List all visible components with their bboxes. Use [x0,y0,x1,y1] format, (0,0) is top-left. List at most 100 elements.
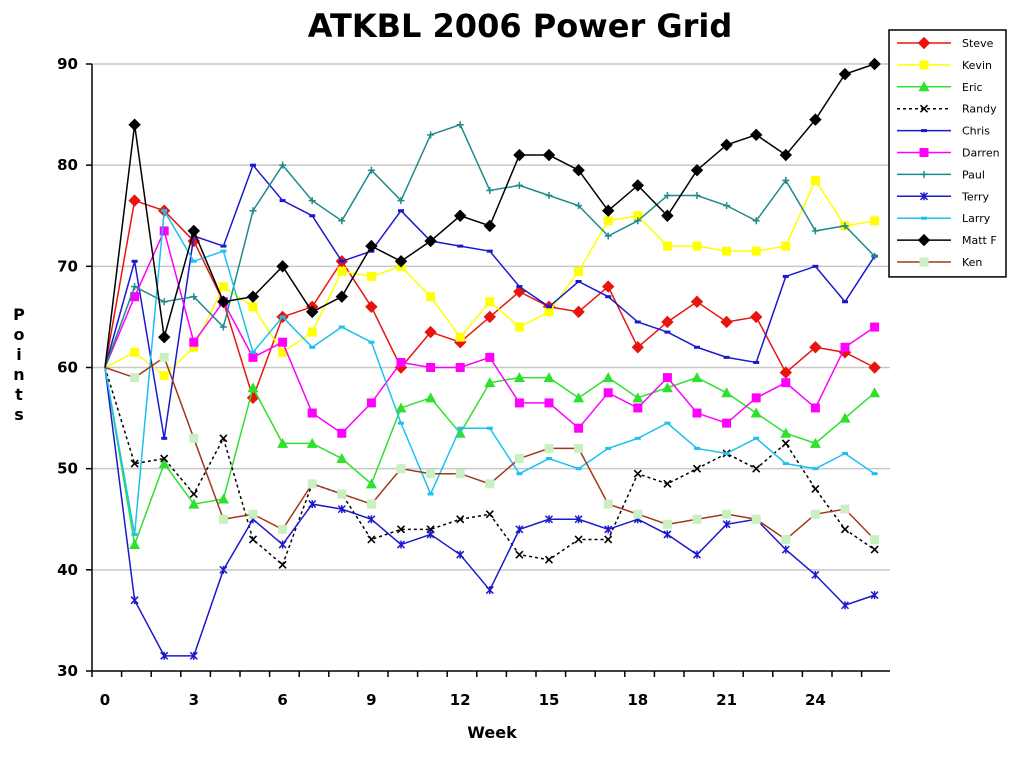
data-point [664,421,671,425]
data-point [366,398,376,408]
data-point [603,388,613,398]
data-point [634,320,641,324]
data-point [397,197,405,205]
data-point [486,249,493,253]
series-kevin [104,175,880,381]
data-point [456,121,464,129]
data-point [920,170,928,178]
data-point [871,252,879,260]
legend-item: Darren [897,147,1000,160]
data-point [426,363,436,372]
data-point [749,128,763,142]
data-point [338,217,346,225]
data-point [633,469,642,478]
x-tick-label: 9 [366,691,376,709]
data-point [306,437,318,448]
data-point [130,347,140,357]
data-point [158,458,170,469]
data-point [455,363,465,372]
data-point [721,387,733,398]
data-point [575,467,582,471]
data-point [398,209,404,213]
data-point [917,36,931,50]
data-point [128,194,141,207]
legend-item: Larry [897,212,991,225]
data-point [456,550,465,559]
data-point [278,524,288,534]
data-point [131,283,139,291]
data-point [605,446,612,450]
data-point [189,651,198,660]
data-point [395,402,407,413]
data-point [483,310,497,324]
data-point [513,372,525,383]
data-point [279,199,286,203]
data-point [427,492,434,496]
data-point [485,479,495,489]
data-point [633,211,643,221]
data-point [426,530,435,539]
data-point [779,366,793,379]
legend-item: Chris [897,125,990,138]
data-point [425,392,437,403]
data-point [869,387,881,398]
data-point [457,244,464,248]
data-point [219,434,228,443]
data-point [365,478,377,489]
data-point [722,509,732,519]
data-point [661,315,674,329]
series-paul [104,121,879,368]
data-point [515,525,524,534]
x-axis-label: Week [467,723,517,742]
x-tick-label: 0 [100,691,110,709]
data-point [485,510,494,519]
data-point [840,504,850,514]
data-point [918,81,930,92]
legend-item: Randy [897,103,997,116]
data-point [219,323,227,331]
legend-label: Larry [962,212,991,225]
data-point [161,209,168,213]
data-point [279,315,286,319]
data-point [811,227,819,235]
data-point [631,179,645,192]
x-tick-label: 24 [805,691,826,709]
data-point [842,451,848,455]
data-point [603,216,613,226]
data-point [187,224,201,238]
y-axis-label-letter: t [15,385,23,404]
data-point [130,292,140,302]
data-point [663,192,671,200]
data-point [870,534,880,544]
series-line [104,178,875,377]
series-darren [104,226,880,438]
x-tick-label: 18 [627,691,648,709]
data-point [544,555,554,564]
data-point [604,525,613,534]
data-point [278,540,287,549]
data-point [661,209,674,222]
data-point [485,297,495,307]
data-point [694,446,700,450]
legend-item: Terry [897,190,989,203]
data-point [693,192,701,200]
y-tick-label: 50 [57,460,78,478]
y-tick-label: 80 [57,156,78,174]
data-point [250,163,256,167]
data-point [396,540,406,549]
data-point [279,161,287,169]
legend-label: Paul [962,168,985,181]
data-point [751,246,761,256]
data-point [838,67,852,81]
data-point [427,131,435,139]
data-point [575,280,582,284]
data-point [870,545,879,554]
legend-label: Ken [962,256,982,269]
data-point [424,325,437,339]
data-point [841,222,849,230]
data-point [159,226,169,236]
data-point [250,350,256,354]
data-point [160,651,169,660]
data-point [426,469,436,479]
data-point [276,260,289,273]
